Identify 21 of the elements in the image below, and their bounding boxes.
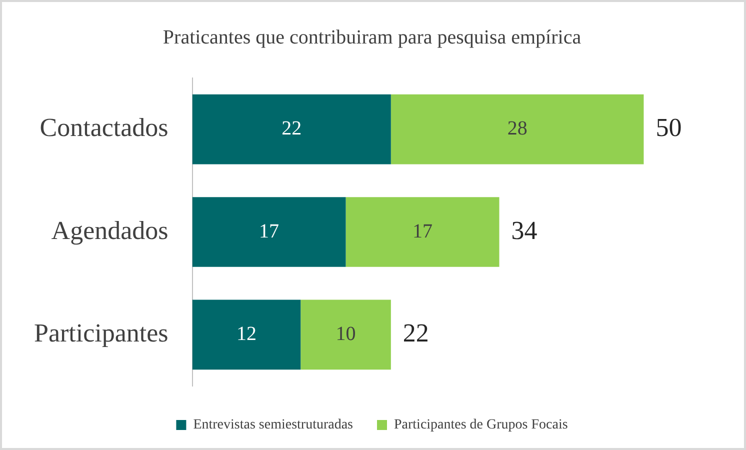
total-label: 34: [511, 216, 538, 245]
chart-title: Praticantes que contribuiram para pesquisa empírica: [162, 26, 582, 48]
bar: [192, 94, 391, 164]
data-label: 22: [282, 118, 302, 140]
bar: [192, 197, 346, 267]
y-tick-label: Participantes: [34, 318, 168, 348]
data-label: 10: [336, 322, 356, 345]
data-label: 12: [236, 322, 256, 345]
y-tick-label: Contactados: [40, 113, 168, 142]
bar: [192, 300, 301, 370]
total-label: 22: [402, 318, 429, 348]
legend-label: Entrevistas semiestruturadas: [193, 418, 354, 433]
y-tick-label: Agendados: [51, 216, 168, 245]
bar: [300, 300, 391, 370]
data-label: 28: [507, 118, 528, 140]
legend-label: Participantes de Grupos Focais: [394, 418, 568, 433]
bar: [346, 197, 500, 267]
data-label: 17: [412, 220, 433, 242]
data-label: 17: [259, 220, 280, 242]
total-label: 50: [656, 113, 682, 142]
bar: [390, 94, 644, 164]
